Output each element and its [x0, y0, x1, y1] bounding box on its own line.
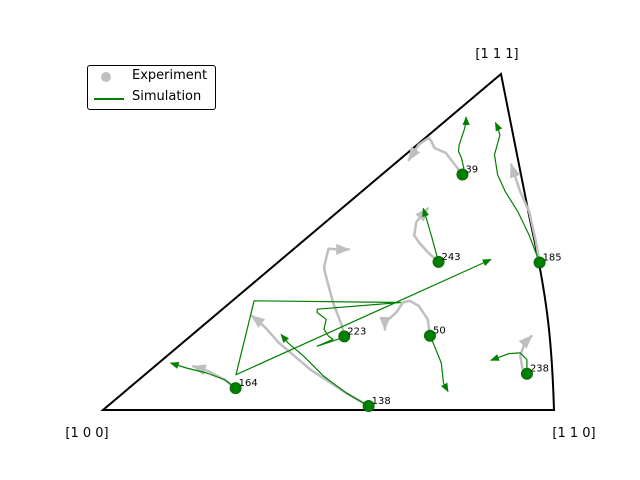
legend-label-simulation: Simulation — [132, 89, 202, 104]
legend-label-experiment: Experiment — [132, 68, 208, 83]
simulation-trajectory-138 — [280, 333, 369, 407]
legend-item-simulation: Simulation — [88, 88, 215, 108]
simulation-trajectory-39 — [457, 116, 470, 175]
simulation-trajectory-50 — [429, 335, 449, 393]
grain-label-223: 223 — [347, 326, 366, 337]
simulation-trajectory-243 — [422, 207, 440, 262]
legend-item-experiment: Experiment — [88, 67, 215, 87]
grain-points — [229, 168, 546, 412]
experiment-trajectory-243 — [412, 207, 440, 264]
grain-point-50 — [423, 329, 436, 342]
grain-point-164 — [229, 382, 242, 395]
grain-point-238 — [520, 367, 533, 380]
standard-triangle-outline — [100, 72, 556, 411]
grain-point-39 — [456, 168, 469, 181]
legend: Experiment Simulation — [87, 65, 216, 110]
grain-label-138: 138 — [372, 396, 391, 407]
simulation-line-swatch — [94, 98, 124, 100]
grain-label-243: 243 — [442, 252, 461, 263]
grain-label-39: 39 — [465, 164, 478, 175]
corner-label-100: [1 0 0] — [65, 426, 108, 441]
simulation-trajectory-185 — [493, 121, 541, 263]
experiment-trajectory-185 — [509, 163, 541, 264]
grain-label-238: 238 — [530, 364, 549, 375]
simulation-trajectory-223 — [235, 258, 492, 376]
grain-label-185: 185 — [543, 252, 562, 263]
grain-label-164: 164 — [239, 378, 258, 389]
corner-label-110: [1 1 0] — [552, 426, 595, 441]
grain-label-50: 50 — [433, 326, 446, 337]
grain-point-138 — [362, 399, 375, 412]
corner-label-111: [1 1 1] — [475, 47, 518, 62]
simulation-trajectory-164 — [169, 362, 236, 389]
simulation-series — [169, 116, 541, 407]
experiment-trajectory-223 — [322, 243, 351, 338]
experiment-trajectory-39 — [407, 136, 464, 176]
experiment-trajectory-164 — [191, 364, 237, 390]
experiment-marker-swatch — [101, 72, 111, 82]
grain-point-223 — [338, 330, 351, 343]
grain-labels: 39 185 243 223 50 238 164 138 — [239, 164, 562, 407]
grain-point-243 — [432, 255, 445, 268]
grain-point-185 — [533, 256, 546, 269]
simulation-trajectory-238 — [490, 352, 528, 374]
experiment-trajectory-50 — [379, 299, 432, 337]
experiment-series — [191, 136, 541, 408]
